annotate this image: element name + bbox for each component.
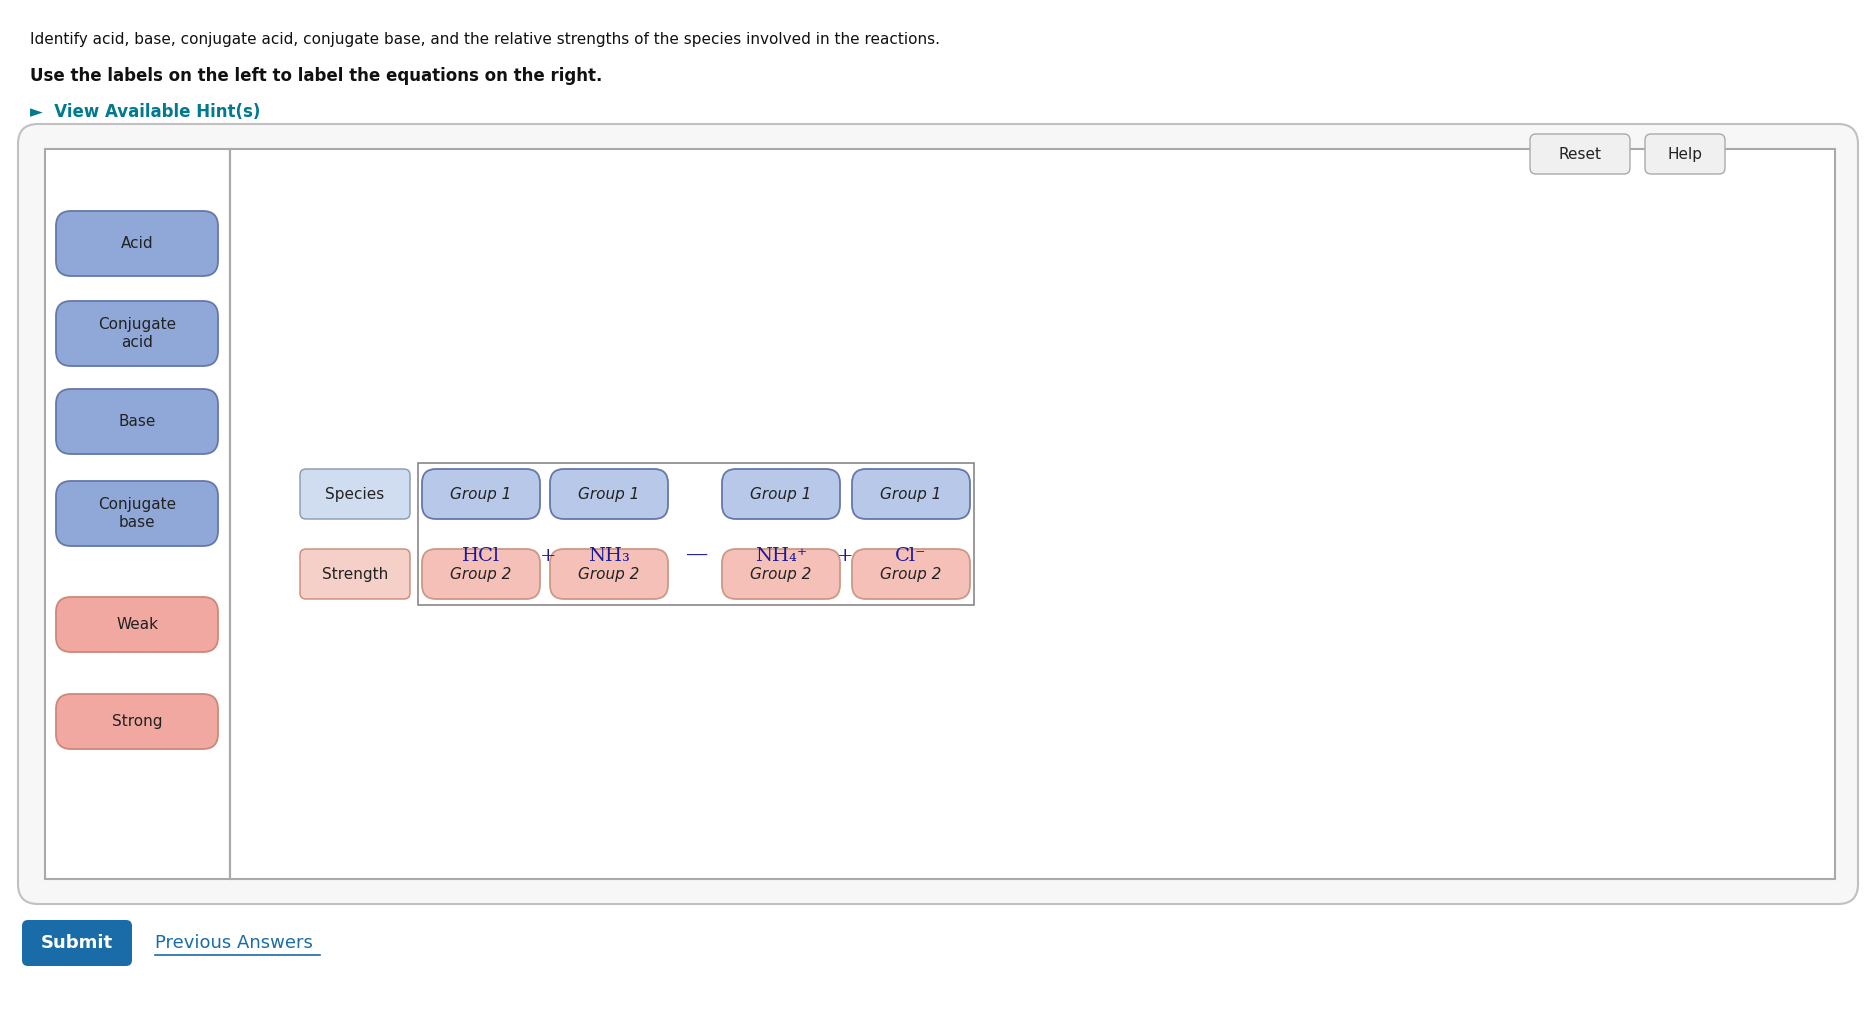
Text: Group 1: Group 1 [578, 487, 640, 502]
FancyBboxPatch shape [23, 920, 131, 966]
FancyBboxPatch shape [56, 211, 218, 276]
Text: Acid: Acid [120, 236, 154, 251]
Text: Weak: Weak [116, 617, 158, 632]
Text: Group 2: Group 2 [450, 567, 512, 581]
FancyBboxPatch shape [550, 549, 668, 599]
Text: Conjugate
acid: Conjugate acid [98, 317, 176, 350]
Text: Group 2: Group 2 [578, 567, 640, 581]
Text: Help: Help [1668, 146, 1703, 161]
Text: NH₄⁺: NH₄⁺ [754, 547, 807, 565]
FancyBboxPatch shape [852, 549, 970, 599]
Bar [45, 149, 231, 879]
FancyBboxPatch shape [19, 124, 1857, 904]
Text: —: — [687, 545, 707, 567]
FancyBboxPatch shape [722, 549, 840, 599]
Text: Previous Answers: Previous Answers [156, 934, 313, 952]
FancyBboxPatch shape [422, 469, 540, 519]
Text: Species: Species [325, 487, 385, 502]
FancyBboxPatch shape [1531, 134, 1630, 174]
Bar [231, 149, 1835, 879]
Text: Reset: Reset [1559, 146, 1602, 161]
FancyBboxPatch shape [722, 469, 840, 519]
Text: Strong: Strong [113, 714, 161, 729]
Text: Group 1: Group 1 [450, 487, 512, 502]
Text: Use the labels on the left to label the equations on the right.: Use the labels on the left to label the … [30, 67, 602, 85]
FancyBboxPatch shape [56, 389, 218, 454]
FancyBboxPatch shape [56, 481, 218, 546]
Text: +: + [837, 547, 854, 565]
Text: Group 1: Group 1 [880, 487, 942, 502]
Text: Conjugate
base: Conjugate base [98, 497, 176, 529]
Bar [418, 463, 974, 605]
Text: Base: Base [118, 414, 156, 429]
FancyBboxPatch shape [300, 549, 411, 599]
Text: ►  View Available Hint(s): ► View Available Hint(s) [30, 103, 261, 121]
Text: Identify acid, base, conjugate acid, conjugate base, and the relative strengths : Identify acid, base, conjugate acid, con… [30, 31, 940, 47]
Text: HCl: HCl [461, 547, 501, 565]
FancyBboxPatch shape [550, 469, 668, 519]
Text: Strength: Strength [323, 567, 388, 581]
FancyBboxPatch shape [56, 694, 218, 749]
FancyBboxPatch shape [300, 469, 411, 519]
Text: Group 2: Group 2 [880, 567, 942, 581]
FancyBboxPatch shape [56, 301, 218, 366]
Text: Group 1: Group 1 [750, 487, 812, 502]
FancyBboxPatch shape [852, 469, 970, 519]
Text: Group 2: Group 2 [750, 567, 812, 581]
Text: +: + [540, 547, 557, 565]
FancyBboxPatch shape [422, 549, 540, 599]
Text: NH₃: NH₃ [587, 547, 630, 565]
FancyBboxPatch shape [1645, 134, 1726, 174]
Text: Cl⁻: Cl⁻ [895, 547, 927, 565]
Text: Submit: Submit [41, 934, 113, 952]
FancyBboxPatch shape [56, 597, 218, 652]
